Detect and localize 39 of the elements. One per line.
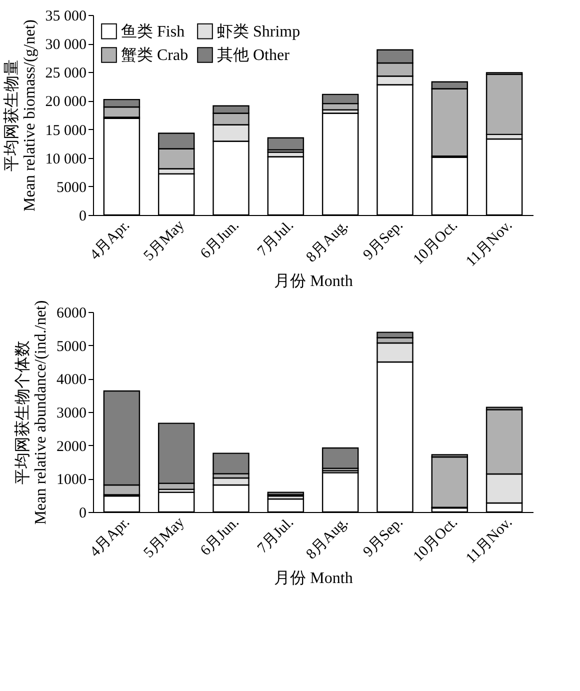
y-axis-title: 平均网获生物量 Mean relative biomass/(g/net) xyxy=(2,20,38,212)
x-tick-label: 9月Sep. xyxy=(360,218,406,264)
legend-label: 鱼类 Fish xyxy=(121,22,185,40)
y-tick-label: 30 000 xyxy=(45,37,86,54)
y-tick-label: 25 000 xyxy=(45,66,86,82)
x-tick-label: 4月Apr. xyxy=(87,514,134,560)
x-tick-label: 7月Jul. xyxy=(254,218,297,260)
x-tick-label: 7月Jul. xyxy=(254,514,297,557)
legend-label: 虾类 Shrimp xyxy=(217,22,300,40)
y-tick-label: 4000 xyxy=(56,372,86,388)
y-tick-label: 2000 xyxy=(56,438,86,455)
x-tick-label: 4月Apr. xyxy=(87,218,134,264)
x-axis-title: 月份 Month xyxy=(274,570,353,588)
x-tick-label: 6月Jun. xyxy=(198,514,242,560)
x-axis-title: 月份 Month xyxy=(274,273,353,290)
y-tick-label: 20 000 xyxy=(45,94,86,110)
x-tick-label: 5月May xyxy=(141,514,188,562)
y-tick-label: 0 xyxy=(79,506,86,522)
y-axis-title: 平均网获生物个体数 Mean relative abundance/(ind./net) xyxy=(14,300,50,525)
x-tick-label: 9月Sep. xyxy=(360,514,406,560)
x-tick-label: 8月Aug. xyxy=(303,514,352,563)
x-tick-label: 5月May xyxy=(141,217,188,264)
y-tick-label: 35 000 xyxy=(45,8,86,24)
x-tick-label: 8月Aug. xyxy=(303,218,352,266)
y-tick-label: 5000 xyxy=(56,338,86,355)
legend-label: 蟹类 Crab xyxy=(121,46,188,64)
y-tick-label: 15 000 xyxy=(45,122,86,139)
y-tick-label: 1000 xyxy=(56,472,86,488)
legend-label: 其他 Other xyxy=(217,46,290,64)
x-tick-label: 11月Nov. xyxy=(463,218,516,270)
x-tick-label: 6月Jun. xyxy=(198,218,242,262)
x-tick-label: 10月Oct. xyxy=(410,218,461,268)
y-tick-label: 6000 xyxy=(56,306,86,322)
x-tick-label: 11月Nov. xyxy=(463,514,516,567)
y-tick-label: 10 000 xyxy=(45,151,86,168)
y-tick-label: 3000 xyxy=(56,406,86,422)
y-tick-label: 5000 xyxy=(56,180,86,196)
y-tick-label: 0 xyxy=(79,208,86,224)
x-tick-label: 10月Oct. xyxy=(410,514,461,566)
